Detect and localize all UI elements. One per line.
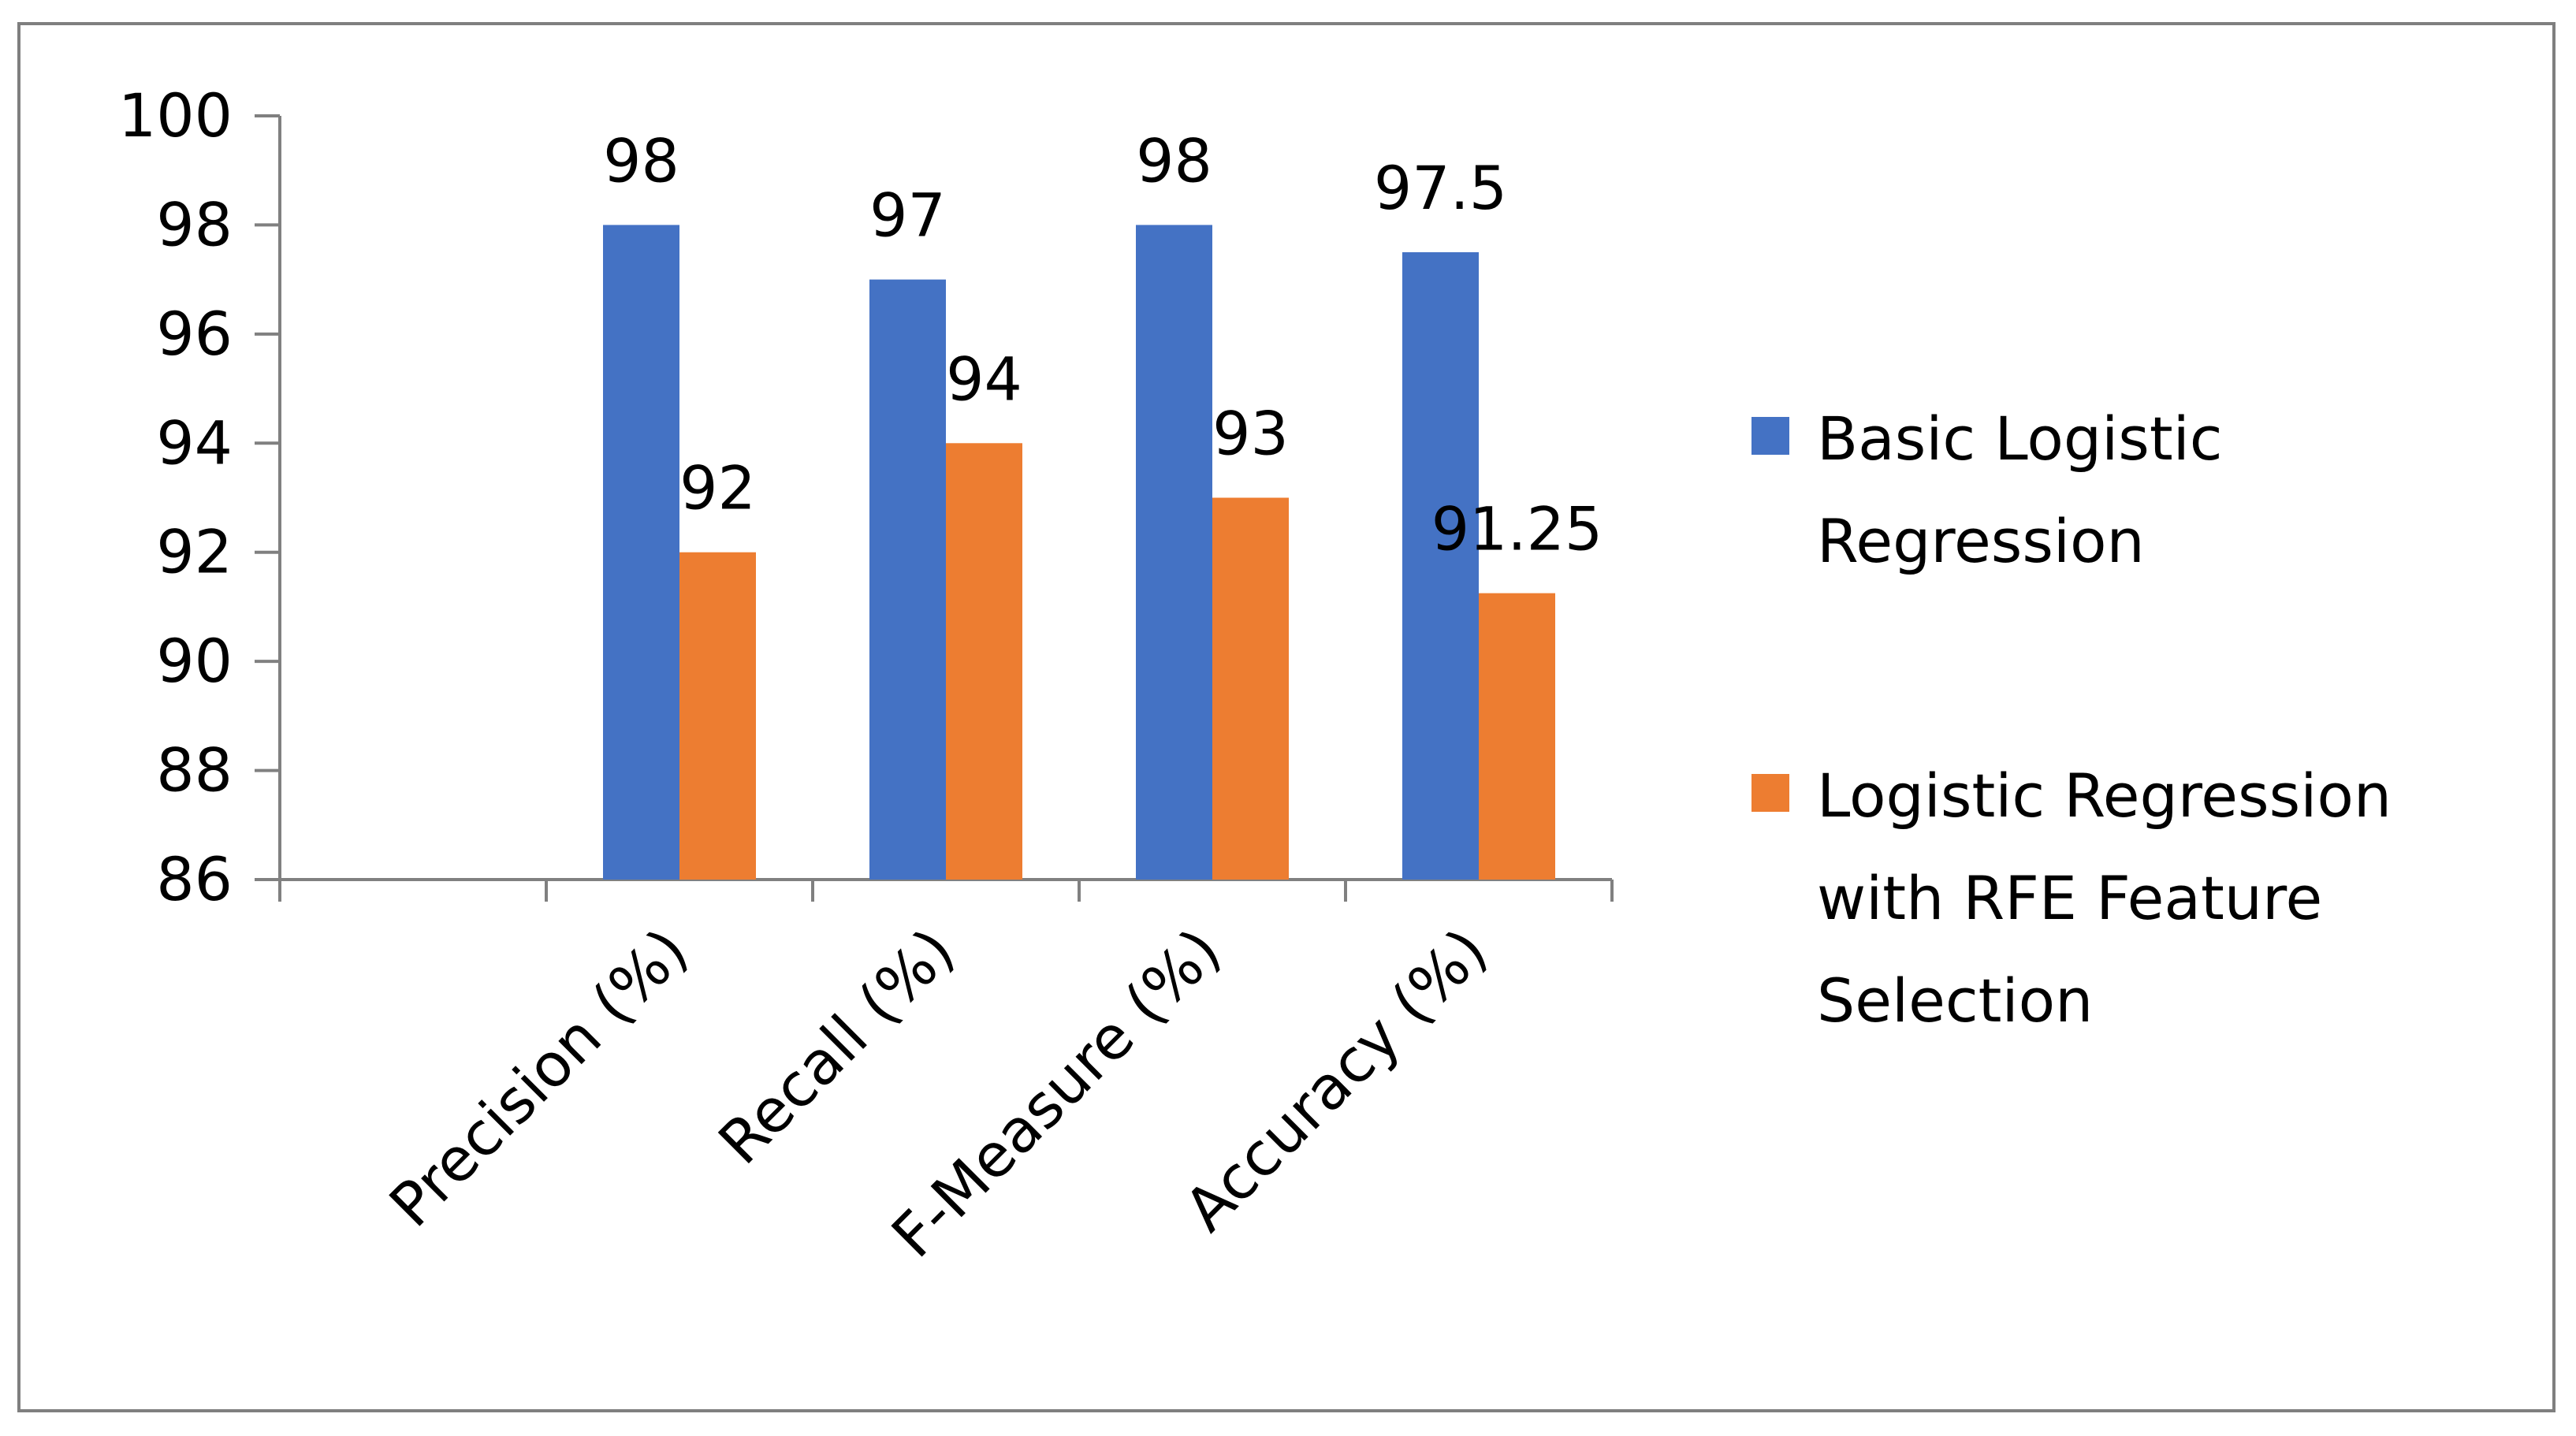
category-label: Precision (%) [376, 915, 702, 1241]
data-label-basic-2: 97 [869, 180, 946, 251]
bar-rfe-3 [1212, 497, 1289, 880]
legend-swatch-rfe [1751, 774, 1789, 812]
data-label-rfe-2: 94 [946, 344, 1022, 414]
legend: Basic Logistic Regression Logistic Regress… [1751, 404, 2392, 1036]
data-label-rfe-4: 91.25 [1431, 494, 1603, 564]
data-label-basic-4: 97.5 [1374, 153, 1507, 223]
data-label-rfe-3: 93 [1212, 399, 1289, 469]
legend-label-basic: Regression [1817, 506, 2145, 576]
bar-basic-4 [1402, 252, 1479, 880]
data-label-basic-3: 98 [1136, 125, 1212, 195]
bar-rfe-4 [1479, 593, 1555, 880]
data-labels: 98 92 97 94 98 93 97.5 91.25 [603, 125, 1603, 564]
y-axis: 86 88 90 92 94 96 98 100 [118, 80, 281, 914]
category-label: Recall (%) [705, 915, 967, 1177]
bar-basic-1 [603, 225, 679, 880]
y-tick-label: 96 [156, 299, 233, 369]
legend-label-rfe: Logistic Regression [1817, 761, 2392, 831]
x-axis [255, 878, 1614, 902]
data-label-basic-1: 98 [603, 125, 679, 195]
bar-basic-2 [869, 279, 946, 880]
legend-label-basic: Basic Logistic [1817, 404, 2223, 474]
y-tick-label: 98 [156, 189, 233, 259]
y-tick-label: 90 [156, 626, 233, 696]
bar-rfe-1 [679, 552, 756, 880]
data-label-rfe-1: 92 [679, 453, 756, 523]
bar-basic-3 [1136, 225, 1212, 880]
y-tick-label: 86 [156, 844, 233, 914]
bar-rfe-2 [946, 443, 1022, 880]
y-tick-label: 100 [118, 80, 233, 151]
category-labels: Precision (%) Recall (%)F-Measure (%)Accu… [376, 915, 1501, 1271]
legend-label-rfe: with RFE Feature [1817, 863, 2322, 933]
y-tick-label: 94 [156, 407, 233, 478]
bars [603, 225, 1555, 880]
y-tick-label: 88 [156, 735, 233, 805]
legend-label-rfe: Selection [1817, 965, 2093, 1036]
y-tick-label: 92 [156, 517, 233, 587]
legend-swatch-basic [1751, 417, 1789, 455]
